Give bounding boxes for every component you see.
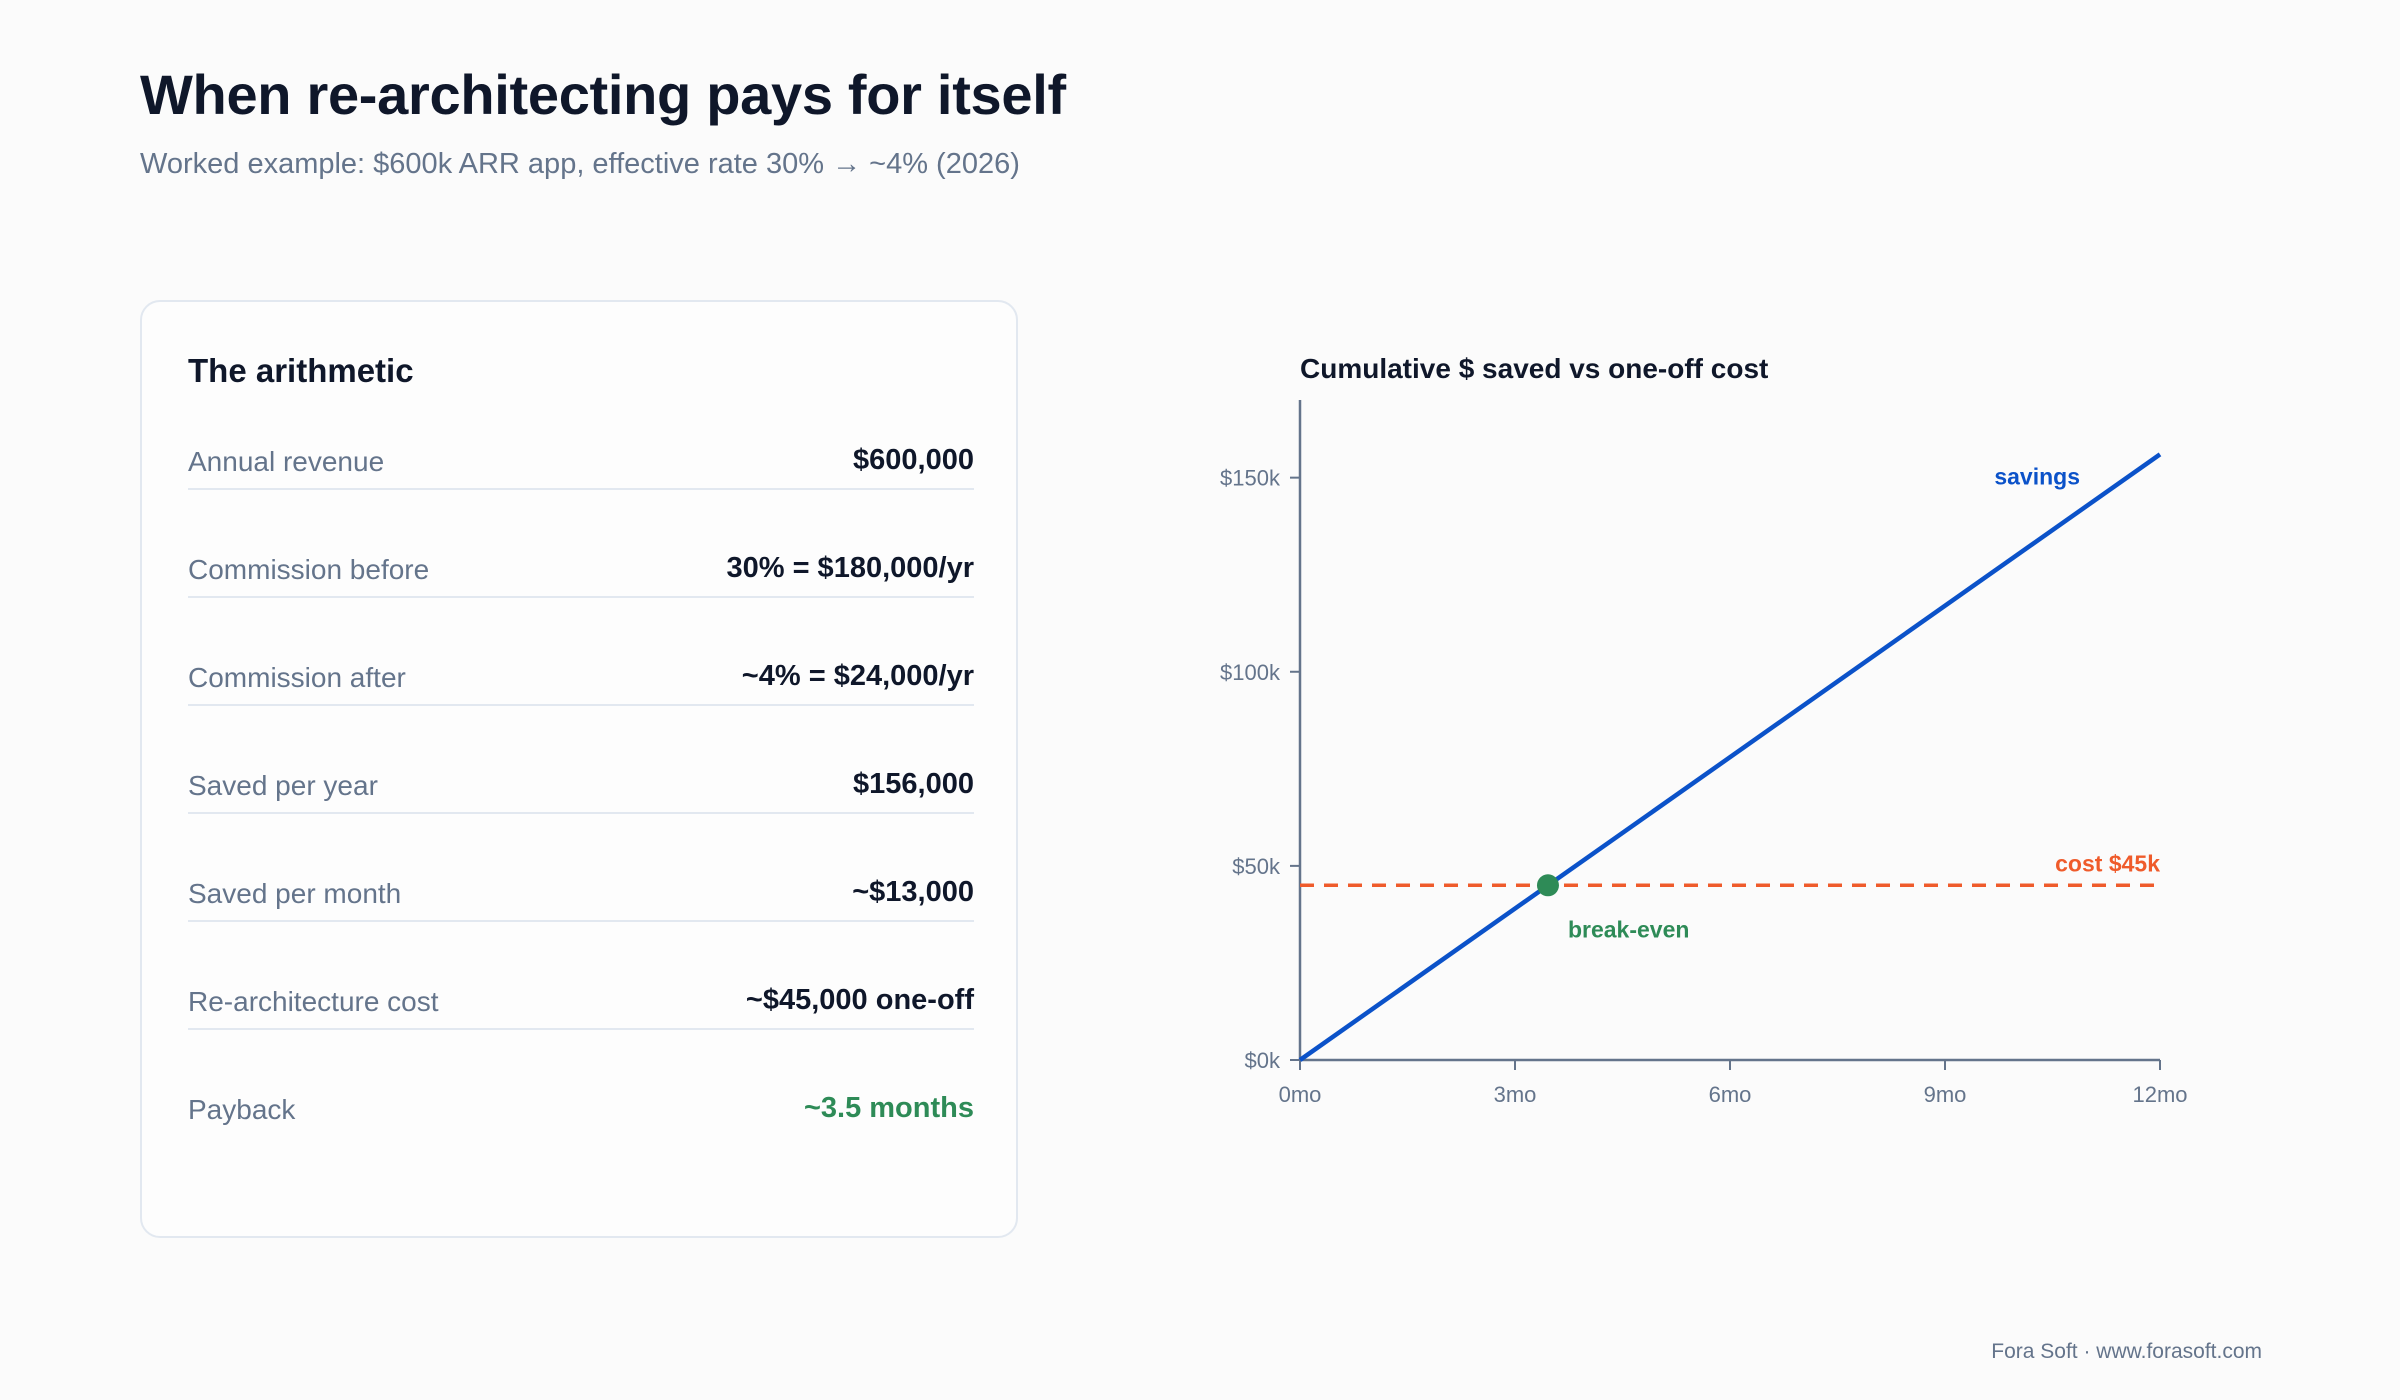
row-commission-after: Commission after ~4% = $24,000/yr bbox=[188, 646, 974, 754]
y-tick-label: $0k bbox=[1245, 1048, 1281, 1073]
row-commission-before: Commission before 30% = $180,000/yr bbox=[188, 538, 974, 646]
arithmetic-rows: Annual revenue $600,000 Commission befor… bbox=[188, 430, 974, 1186]
x-tick-label: 12mo bbox=[2132, 1082, 2187, 1107]
row-label: Saved per month bbox=[188, 878, 402, 909]
row-rearchitecture-cost: Re-architecture cost ~$45,000 one-off bbox=[188, 970, 974, 1078]
page-title: When re-architecting pays for itself bbox=[140, 63, 1066, 126]
row-value: ~4% = $24,000/yr bbox=[741, 660, 974, 692]
savings-series-label: savings bbox=[1994, 463, 2080, 489]
y-tick-label: $100k bbox=[1220, 660, 1281, 685]
row-value: $600,000 bbox=[853, 444, 974, 476]
row-label: Re-architecture cost bbox=[188, 986, 439, 1017]
row-divider bbox=[188, 488, 974, 490]
x-tick-label: 9mo bbox=[1924, 1082, 1967, 1107]
savings-line bbox=[1298, 452, 2162, 1062]
row-divider bbox=[188, 920, 974, 922]
row-label: Saved per year bbox=[188, 770, 378, 801]
row-value: ~$45,000 one-off bbox=[745, 984, 974, 1016]
row-saved-per-month: Saved per month ~$13,000 bbox=[188, 862, 974, 970]
arithmetic-card: The arithmetic Annual revenue $600,000 C… bbox=[140, 300, 1018, 1238]
row-value: $156,000 bbox=[853, 768, 974, 800]
row-divider bbox=[188, 704, 974, 706]
row-label: Payback bbox=[188, 1094, 296, 1125]
row-annual-revenue: Annual revenue $600,000 bbox=[188, 430, 974, 538]
row-divider bbox=[188, 1028, 974, 1030]
row-saved-per-year: Saved per year $156,000 bbox=[188, 754, 974, 862]
cost-series-label: cost $45k bbox=[2055, 850, 2160, 876]
chart-title: Cumulative $ saved vs one-off cost bbox=[1300, 353, 1768, 384]
row-label: Annual revenue bbox=[188, 446, 385, 477]
row-label: Commission after bbox=[188, 662, 406, 693]
footer-credit: Fora Soft · www.forasoft.com bbox=[1991, 1340, 2262, 1363]
row-value: ~$13,000 bbox=[852, 876, 974, 908]
row-payback: Payback ~3.5 months bbox=[188, 1078, 974, 1186]
x-tick-label: 6mo bbox=[1709, 1082, 1752, 1107]
x-tick-label: 0mo bbox=[1279, 1082, 1322, 1107]
page-subtitle: Worked example: $600k ARR app, effective… bbox=[140, 148, 1020, 180]
y-tick-label: $150k bbox=[1220, 466, 1281, 491]
savings-chart-svg: Cumulative $ saved vs one-off cost 0mo 3mo… bbox=[1220, 353, 2187, 1107]
row-value: 30% = $180,000/yr bbox=[726, 552, 974, 584]
row-label: Commission before bbox=[188, 554, 430, 585]
savings-chart: Cumulative $ saved vs one-off cost 0mo 3mo… bbox=[1150, 340, 2260, 1140]
x-tick-label: 3mo bbox=[1494, 1082, 1537, 1107]
row-divider bbox=[188, 596, 974, 598]
break-even-label: break-even bbox=[1568, 916, 1689, 942]
break-even-point bbox=[1536, 874, 1559, 897]
row-divider bbox=[188, 812, 974, 814]
y-tick-label: $50k bbox=[1232, 854, 1281, 879]
card-title: The arithmetic bbox=[188, 352, 414, 389]
row-value-payback: ~3.5 months bbox=[803, 1092, 974, 1124]
